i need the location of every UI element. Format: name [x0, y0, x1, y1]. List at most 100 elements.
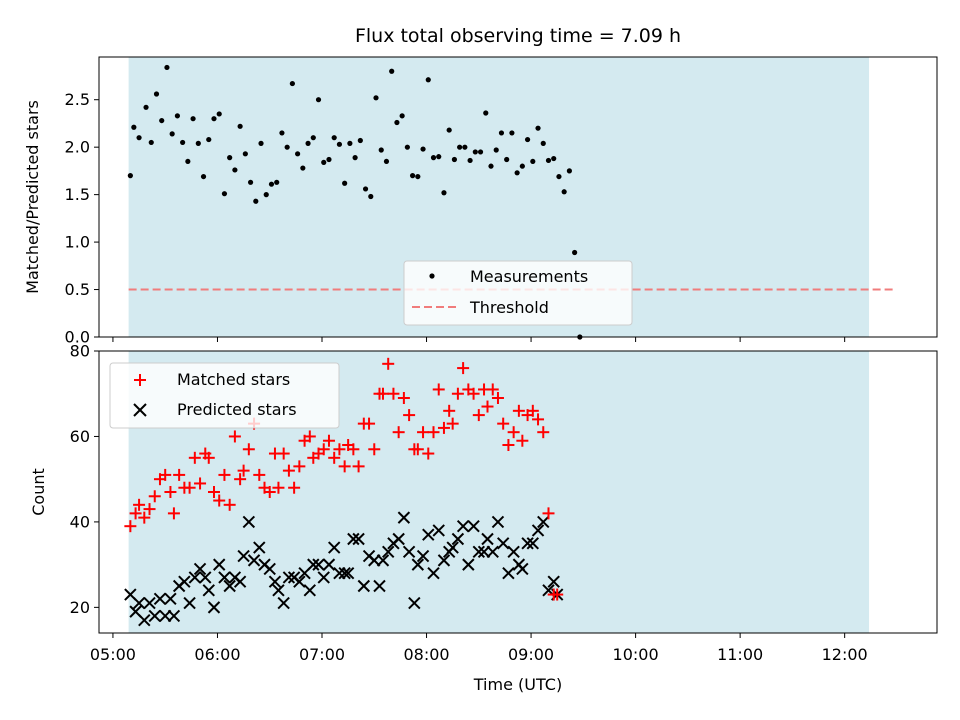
measurement-point	[566, 168, 572, 174]
predicted-star-point	[202, 584, 215, 597]
measurement-point	[148, 139, 154, 146]
matched-star-point	[333, 443, 346, 456]
x-tick-label: 12:00	[822, 645, 868, 664]
measurement-point	[295, 151, 301, 157]
predicted-star-point	[491, 515, 505, 529]
predicted-stroke	[307, 558, 320, 571]
predicted-stroke	[242, 515, 256, 529]
matched-star-point	[138, 511, 151, 524]
predicted-star-point	[303, 584, 317, 597]
measurement-point	[436, 154, 442, 160]
y-tick-label: 0.5	[65, 280, 90, 299]
measurement-point	[472, 149, 478, 155]
bottom-axes-frame	[98, 350, 938, 634]
predicted-star-point	[526, 537, 540, 550]
matched-star-point	[382, 357, 395, 370]
predicted-star-point	[213, 558, 226, 571]
y-tick-label: 2.0	[65, 138, 90, 157]
predicted-stroke	[411, 558, 425, 571]
measurement-point	[263, 192, 269, 198]
predicted-star-point	[402, 545, 416, 559]
measurement-point	[279, 130, 285, 136]
predicted-star-point	[242, 515, 256, 529]
predicted-star-point	[352, 532, 365, 546]
matched-star-point	[432, 383, 445, 396]
measurement-point	[174, 113, 180, 119]
predicted-stroke	[213, 558, 226, 571]
matched-star-point	[133, 498, 146, 511]
matched-star-point	[397, 392, 410, 404]
matched-star-point	[532, 413, 545, 426]
measurement-point	[185, 158, 191, 165]
predicted-stroke	[188, 571, 202, 584]
measurement-point	[336, 141, 343, 147]
measurement-point	[127, 173, 133, 179]
predicted-stroke	[317, 571, 330, 584]
predicted-star-point	[178, 575, 191, 588]
legend-matched-label: Matched stars	[177, 370, 290, 389]
predicted-star-point	[416, 549, 430, 563]
matched-star-point	[526, 404, 539, 417]
matched-star-point	[512, 404, 525, 417]
predicted-stroke	[218, 571, 231, 584]
measurement-point	[242, 151, 248, 157]
matched-star-point	[446, 417, 459, 430]
measurement-point	[315, 97, 322, 103]
measurement-point	[195, 140, 201, 146]
predicted-stroke	[397, 511, 411, 524]
matched-star-point	[486, 383, 499, 396]
predicted-star-point	[427, 566, 440, 580]
measurement-point	[373, 95, 379, 101]
predicted-star-point	[272, 584, 285, 597]
predicted-star-point	[437, 554, 451, 567]
measurement-point	[200, 173, 207, 180]
x-tick-label: 08:00	[403, 645, 449, 664]
predicted-stroke	[373, 579, 386, 593]
measurement-point	[409, 173, 416, 179]
predicted-star-point	[317, 571, 330, 584]
predicted-stroke	[516, 562, 529, 576]
x-tick-label: 11:00	[717, 645, 763, 664]
predicted-stroke	[507, 545, 520, 559]
matched-star-point	[303, 430, 316, 443]
predicted-star-point	[462, 558, 475, 571]
predicted-star-point	[547, 575, 560, 588]
measurement-point	[425, 77, 431, 83]
bottom-x-ticks: 05:00 06:00 07:00 08:00 09:00 10:00 11:00 12:00	[90, 633, 868, 664]
matched-star-point	[451, 387, 464, 400]
measurement-point	[211, 116, 217, 122]
predicted-stroke	[521, 537, 534, 550]
predicted-stroke	[486, 545, 499, 559]
predicted-stroke	[531, 524, 545, 537]
predicted-star-point	[293, 575, 306, 588]
matched-star-point	[537, 426, 550, 439]
matched-star-point	[148, 490, 161, 503]
measurement-point	[415, 173, 421, 180]
y-tick-label: 80	[70, 342, 90, 361]
predicted-stroke	[427, 566, 440, 580]
y-tick-label: 40	[70, 512, 90, 531]
matched-star-point	[237, 464, 250, 477]
predicted-star-point	[516, 562, 529, 576]
measurement-point	[441, 190, 447, 196]
measurement-point	[488, 163, 494, 169]
predicted-star-point	[451, 532, 465, 546]
top-y-ticks: 0.0 0.5 1.0 1.5 2.0 2.5	[65, 90, 99, 347]
predicted-stroke	[392, 532, 405, 546]
predicted-stroke	[183, 596, 196, 610]
predicted-star-point	[183, 596, 196, 610]
matched-star-point	[507, 426, 520, 439]
predicted-star-point	[373, 579, 386, 593]
measurement-point	[143, 104, 149, 110]
measurement-point	[300, 165, 306, 171]
predicted-stroke	[167, 609, 181, 623]
predicted-stroke	[143, 596, 156, 610]
predicted-star-point	[132, 596, 146, 610]
matched-star-point	[422, 447, 435, 460]
predicted-stroke	[148, 609, 161, 623]
matched-star-point	[497, 417, 510, 430]
matched-star-point	[322, 434, 335, 447]
matched-star-point	[491, 392, 504, 404]
predicted-star-point	[218, 571, 231, 584]
legend-measurements-label: Measurements	[470, 267, 588, 286]
